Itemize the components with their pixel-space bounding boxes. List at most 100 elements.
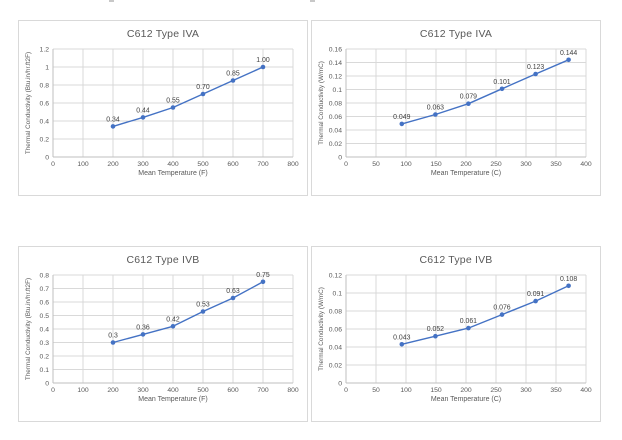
svg-text:0.063: 0.063 — [427, 105, 444, 112]
svg-text:0.3: 0.3 — [40, 340, 50, 347]
svg-text:700: 700 — [257, 387, 269, 394]
svg-text:200: 200 — [460, 161, 472, 168]
svg-text:0.63: 0.63 — [226, 288, 240, 295]
svg-text:0: 0 — [338, 154, 342, 161]
svg-text:1.00: 1.00 — [256, 57, 270, 64]
svg-text:0: 0 — [344, 387, 348, 394]
svg-text:0.101: 0.101 — [493, 79, 510, 86]
svg-text:400: 400 — [167, 387, 179, 394]
svg-text:0.5: 0.5 — [40, 313, 50, 320]
svg-text:300: 300 — [520, 161, 532, 168]
svg-text:0.8: 0.8 — [40, 82, 50, 89]
chart-plot-area: 0 0.02 0.04 0.06 0.08 0.1 0.12 0.14 0.16 0 50 100 15… — [329, 46, 592, 168]
chart-c612-type-ivb-imperial[interactable]: C612 Type IVB Thermal Conductivity (Btu.… — [18, 246, 308, 422]
cropped-content-artifact — [310, 0, 315, 2]
svg-text:200: 200 — [107, 387, 119, 394]
svg-text:100: 100 — [400, 387, 412, 394]
svg-text:0.12: 0.12 — [329, 272, 342, 279]
svg-text:0.1: 0.1 — [40, 367, 50, 374]
svg-text:0.06: 0.06 — [329, 326, 342, 333]
svg-text:1.2: 1.2 — [40, 46, 50, 53]
svg-text:700: 700 — [257, 161, 269, 168]
svg-text:0.85: 0.85 — [226, 71, 240, 78]
svg-text:0.55: 0.55 — [166, 98, 180, 105]
svg-text:0.02: 0.02 — [329, 141, 342, 148]
svg-text:0: 0 — [344, 161, 348, 168]
svg-text:0.06: 0.06 — [329, 114, 342, 121]
svg-text:200: 200 — [460, 387, 472, 394]
chart-title: C612 Type IVB — [419, 254, 493, 266]
svg-text:0.7: 0.7 — [40, 286, 50, 293]
svg-text:300: 300 — [137, 161, 149, 168]
chart-plot-area: 0 0.2 0.4 0.6 0.8 1 1.2 0 100 200 300 400 500 600 700 8… — [40, 46, 299, 168]
svg-text:250: 250 — [490, 387, 502, 394]
svg-text:0.2: 0.2 — [40, 353, 50, 360]
svg-text:0.4: 0.4 — [40, 118, 50, 125]
chart-title: C612 Type IVA — [419, 28, 493, 40]
chart-title: C612 Type IVA — [126, 28, 200, 40]
x-axis-title: Mean Temperature (F) — [138, 396, 208, 403]
cropped-content-artifact — [109, 0, 114, 2]
svg-text:0.04: 0.04 — [329, 127, 342, 134]
chart-plot-area: 0 0.1 0.2 0.3 0.4 0.5 0.6 0.7 0.8 0 100 200 300 400 50… — [40, 272, 299, 394]
svg-text:600: 600 — [227, 387, 239, 394]
svg-text:800: 800 — [287, 387, 299, 394]
svg-text:0: 0 — [51, 161, 55, 168]
svg-text:0.16: 0.16 — [329, 46, 342, 53]
svg-text:100: 100 — [77, 161, 89, 168]
svg-text:400: 400 — [580, 161, 592, 168]
svg-text:50: 50 — [372, 161, 380, 168]
svg-text:350: 350 — [550, 161, 562, 168]
x-axis-title: Mean Temperature (F) — [138, 170, 208, 177]
svg-text:0.04: 0.04 — [329, 344, 342, 351]
svg-text:0.53: 0.53 — [196, 302, 210, 309]
svg-text:300: 300 — [520, 387, 532, 394]
svg-text:0.4: 0.4 — [40, 326, 50, 333]
svg-text:0.70: 0.70 — [196, 84, 210, 91]
svg-text:0.14: 0.14 — [329, 60, 342, 67]
chart-plot-area: 0 0.02 0.04 0.06 0.08 0.1 0.12 0 50 100 150 200 250 3… — [329, 272, 592, 394]
chart-title: C612 Type IVB — [126, 254, 200, 266]
svg-text:150: 150 — [430, 161, 442, 168]
svg-text:500: 500 — [197, 161, 209, 168]
svg-text:0.44: 0.44 — [136, 107, 150, 114]
svg-text:150: 150 — [430, 387, 442, 394]
svg-text:400: 400 — [167, 161, 179, 168]
svg-text:0: 0 — [51, 387, 55, 394]
svg-text:0.1: 0.1 — [333, 290, 343, 297]
svg-text:100: 100 — [400, 161, 412, 168]
svg-text:350: 350 — [550, 387, 562, 394]
svg-text:0.08: 0.08 — [329, 100, 342, 107]
chart-c612-type-ivb-metric[interactable]: C612 Type IVB Thermal Conductivity (W/mC… — [311, 246, 601, 422]
svg-text:0.2: 0.2 — [40, 136, 50, 143]
svg-text:0.42: 0.42 — [166, 316, 180, 323]
svg-text:0.061: 0.061 — [460, 318, 477, 325]
svg-text:0.34: 0.34 — [106, 116, 120, 123]
svg-text:100: 100 — [77, 387, 89, 394]
svg-text:0.8: 0.8 — [40, 272, 50, 279]
svg-text:0.123: 0.123 — [527, 64, 544, 71]
svg-text:800: 800 — [287, 161, 299, 168]
svg-text:0.12: 0.12 — [329, 73, 342, 80]
svg-text:200: 200 — [107, 161, 119, 168]
svg-text:0.1: 0.1 — [333, 87, 343, 94]
x-axis-title: Mean Temperature (C) — [430, 396, 502, 403]
svg-text:0.3: 0.3 — [108, 333, 118, 340]
svg-text:0: 0 — [45, 154, 49, 161]
svg-text:0.08: 0.08 — [329, 308, 342, 315]
svg-text:0.076: 0.076 — [493, 305, 510, 312]
chart-c612-type-iva-imperial[interactable]: C612 Type IVA Thermal Conductivity (Btu.… — [18, 20, 308, 196]
svg-text:0.049: 0.049 — [393, 114, 410, 121]
svg-text:300: 300 — [137, 387, 149, 394]
svg-text:0.6: 0.6 — [40, 100, 50, 107]
svg-text:0.052: 0.052 — [427, 326, 444, 333]
svg-text:0.75: 0.75 — [256, 272, 270, 279]
chart-c612-type-iva-metric[interactable]: C612 Type IVA Thermal Conductivity (W/mC… — [311, 20, 601, 196]
x-axis-title: Mean Temperature (C) — [430, 170, 502, 177]
svg-text:500: 500 — [197, 387, 209, 394]
svg-text:0.091: 0.091 — [527, 291, 544, 298]
svg-text:0: 0 — [338, 380, 342, 387]
svg-text:600: 600 — [227, 161, 239, 168]
svg-text:0.144: 0.144 — [560, 50, 577, 57]
svg-text:0.6: 0.6 — [40, 299, 50, 306]
